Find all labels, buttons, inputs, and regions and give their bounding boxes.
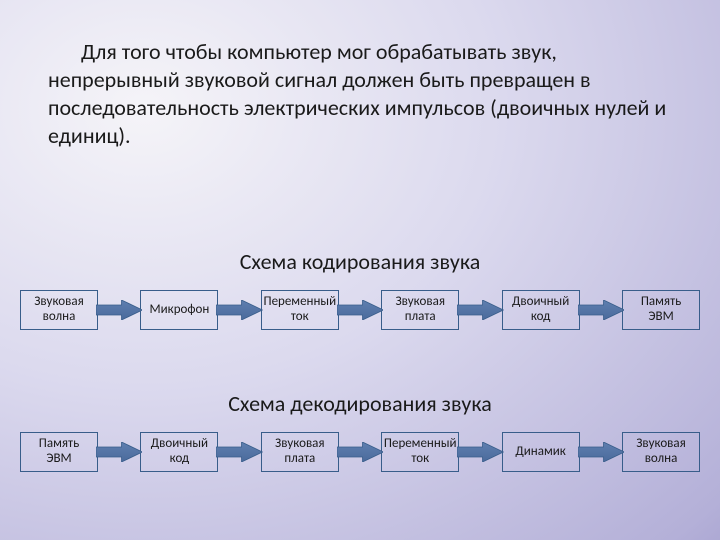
intro-paragraph: Для того чтобы компьютер мог обрабатыват… [48,38,672,151]
flow-node: Двоичный код [502,290,580,330]
arrow-right-icon [578,300,624,320]
arrow-right-icon [96,442,142,462]
arrow-right-icon [216,442,262,462]
arrow-right-icon [457,442,503,462]
arrow-right-icon [337,300,383,320]
arrow-right-icon [96,300,142,320]
arrow-right-icon [216,300,262,320]
arrow-right-icon [578,442,624,462]
subtitle-decode: Схема декодирования звука [0,390,720,417]
flow-node: Переменный ток [381,432,459,472]
subtitle-encode: Схема кодирования звука [0,248,720,275]
flow-node: Динамик [502,432,580,472]
flow-node: Звуковая волна [622,432,700,472]
flow-node: Двоичный код [140,432,218,472]
flow-node: Память ЭВМ [20,432,98,472]
flow-node: Память ЭВМ [622,290,700,330]
arrow-right-icon [457,300,503,320]
arrow-right-icon [337,442,383,462]
flow-node: Звуковая плата [381,290,459,330]
flow-node: Переменный ток [261,290,339,330]
flow-node: Звуковая плата [261,432,339,472]
flow-decode: Память ЭВМ Двоичный код Звуковая плата Пере… [20,432,700,472]
flow-node: Микрофон [140,290,218,330]
flow-node: Звуковая волна [20,290,98,330]
flow-encode: Звуковая волна Микрофон Переменный ток Звук… [20,290,700,330]
